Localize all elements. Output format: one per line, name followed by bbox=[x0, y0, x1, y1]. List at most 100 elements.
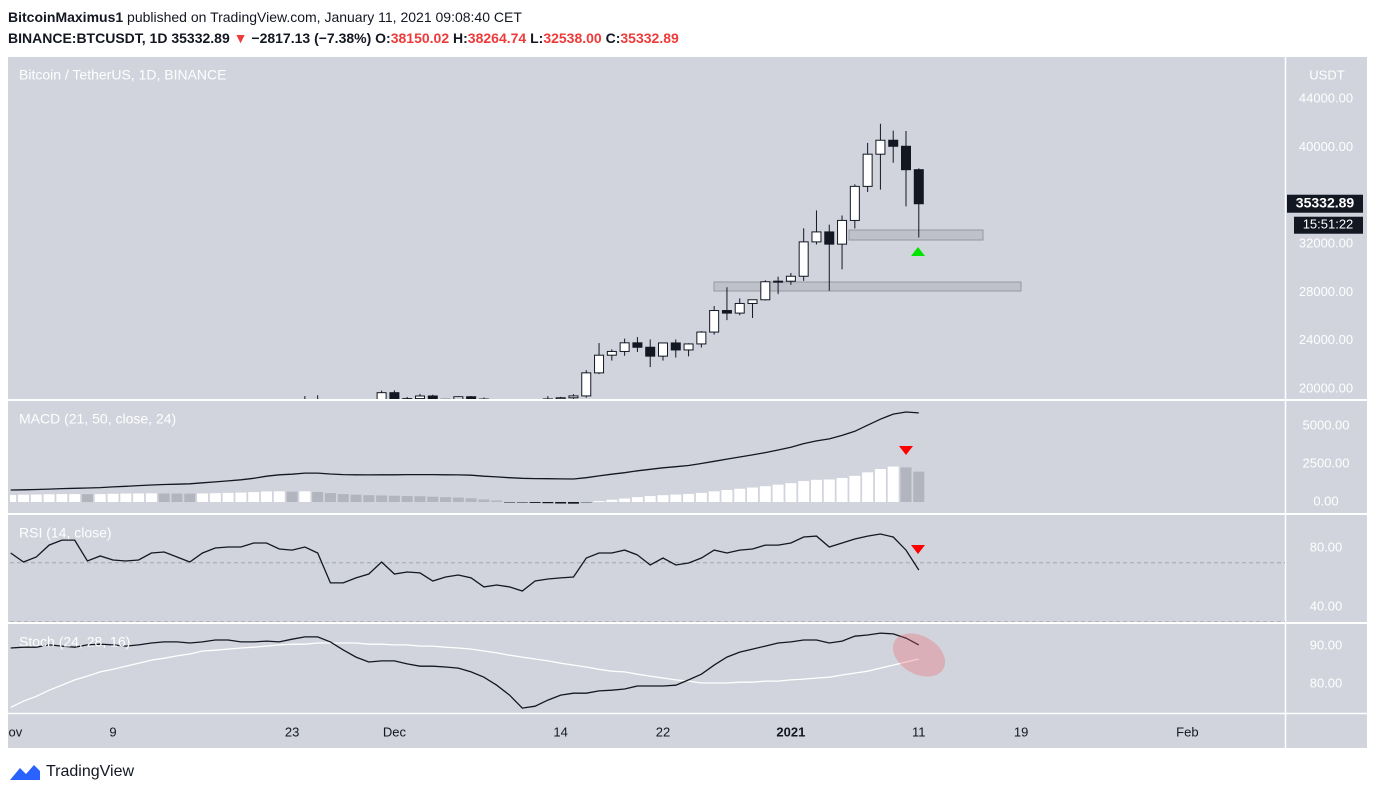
histogram-bar bbox=[43, 494, 55, 502]
histogram-bar bbox=[491, 500, 503, 502]
pane bbox=[10, 533, 1285, 622]
histogram-bar bbox=[747, 487, 759, 502]
y-tick-label: 28000.00 bbox=[1299, 284, 1353, 299]
histogram-bar bbox=[337, 494, 349, 502]
histogram-bar bbox=[299, 491, 311, 502]
candle-body bbox=[352, 417, 361, 424]
ohlc-value: 38150.02 bbox=[390, 30, 450, 46]
candle-body bbox=[453, 396, 464, 399]
pane bbox=[10, 632, 920, 709]
candle-body bbox=[721, 310, 732, 314]
histogram-bar bbox=[427, 496, 439, 502]
x-tick-label: Feb bbox=[1176, 724, 1198, 739]
down-arrow bbox=[899, 446, 913, 455]
candle-body bbox=[837, 219, 848, 245]
histogram-bar bbox=[478, 499, 490, 502]
ohlc-value: 35332.89 bbox=[620, 30, 679, 46]
histogram-bar bbox=[465, 498, 477, 502]
candle-body bbox=[849, 185, 860, 221]
candle-body bbox=[414, 395, 425, 399]
y-tick-label: 2500.00 bbox=[1303, 455, 1350, 470]
histogram-bar bbox=[222, 492, 234, 502]
histogram-bar bbox=[197, 493, 209, 502]
x-tick-label: 23 bbox=[285, 724, 299, 739]
histogram-bar bbox=[350, 494, 362, 502]
candle-body bbox=[518, 410, 527, 413]
histogram-bar bbox=[721, 489, 733, 502]
candle-body bbox=[326, 404, 335, 423]
countdown-label: 15:51:22 bbox=[1303, 217, 1354, 232]
histogram-bar bbox=[363, 495, 375, 502]
ohlc-value: 32538.00 bbox=[543, 30, 602, 46]
histogram-bar bbox=[887, 466, 899, 502]
ohlc-label: O: bbox=[375, 30, 391, 46]
histogram-bar bbox=[184, 493, 196, 502]
histogram-bar bbox=[158, 493, 170, 502]
histogram-bar bbox=[376, 495, 388, 502]
histogram-bar bbox=[798, 481, 810, 502]
histogram-bar bbox=[30, 494, 42, 502]
histogram-bar bbox=[94, 494, 106, 502]
candle-body bbox=[364, 411, 373, 417]
histogram-bar bbox=[913, 471, 925, 502]
histogram-bar bbox=[388, 495, 400, 502]
candle-body bbox=[734, 302, 745, 314]
candle-body bbox=[376, 392, 387, 399]
histogram-bar bbox=[670, 494, 682, 502]
candle-body bbox=[606, 350, 617, 356]
x-tick-label: 11 bbox=[912, 724, 926, 739]
y-tick-label: 80.00 bbox=[1310, 539, 1343, 554]
y-tick-label: 5000.00 bbox=[1303, 417, 1350, 432]
candle-body bbox=[785, 275, 796, 282]
histogram-bar bbox=[708, 491, 720, 502]
ohlc-value: 38264.74 bbox=[467, 30, 527, 46]
histogram-bar bbox=[452, 497, 464, 502]
candle-body bbox=[594, 354, 605, 374]
quote-row: BINANCE:BTCUSDT, 1D 35332.89 ▼ −2817.13 … bbox=[8, 28, 679, 49]
last-price-label: 35332.89 bbox=[1296, 194, 1355, 210]
histogram-bar bbox=[209, 493, 221, 502]
histogram-bar bbox=[695, 492, 707, 502]
histogram-bar bbox=[516, 501, 528, 503]
x-tick-label: 2021 bbox=[776, 724, 805, 739]
symbol: BINANCE:BTCUSDT, 1D bbox=[8, 30, 168, 46]
candle-body bbox=[288, 409, 297, 410]
stoch-line bbox=[10, 642, 919, 708]
support-zone bbox=[848, 229, 984, 241]
candle-body bbox=[913, 169, 924, 205]
pane bbox=[10, 411, 925, 504]
histogram-bar bbox=[120, 493, 132, 502]
candle-body bbox=[440, 398, 451, 399]
histogram-bar bbox=[862, 472, 874, 502]
candle-body bbox=[709, 310, 720, 333]
histogram-bar bbox=[849, 475, 861, 502]
candle-body bbox=[313, 400, 322, 405]
histogram-bar bbox=[10, 495, 17, 502]
candle-body bbox=[875, 139, 886, 155]
candle-body bbox=[339, 423, 348, 424]
ohlc-label: L: bbox=[530, 30, 544, 46]
brand: TradingView bbox=[46, 763, 135, 780]
pane bbox=[288, 123, 924, 424]
candle-body bbox=[427, 395, 438, 399]
histogram-bar bbox=[273, 491, 285, 502]
histogram-bar bbox=[823, 479, 835, 502]
histogram-bar bbox=[440, 497, 452, 502]
x-tick-label: 9 bbox=[109, 724, 116, 739]
candle-body bbox=[862, 153, 873, 187]
histogram-bar bbox=[81, 494, 93, 502]
candle-body bbox=[632, 342, 643, 348]
histogram-bar bbox=[504, 501, 516, 503]
support-zone bbox=[713, 281, 1022, 292]
candle-body bbox=[492, 407, 501, 410]
ohlc-label: H: bbox=[453, 30, 468, 46]
candle-body bbox=[619, 342, 630, 352]
candle-body bbox=[888, 139, 899, 147]
candle-body bbox=[747, 299, 758, 304]
pane-title: Stoch (24, 28, 16) bbox=[19, 634, 130, 650]
footer: TradingView bbox=[8, 762, 134, 782]
histogram-bar bbox=[734, 488, 746, 502]
histogram-bar bbox=[567, 501, 579, 504]
